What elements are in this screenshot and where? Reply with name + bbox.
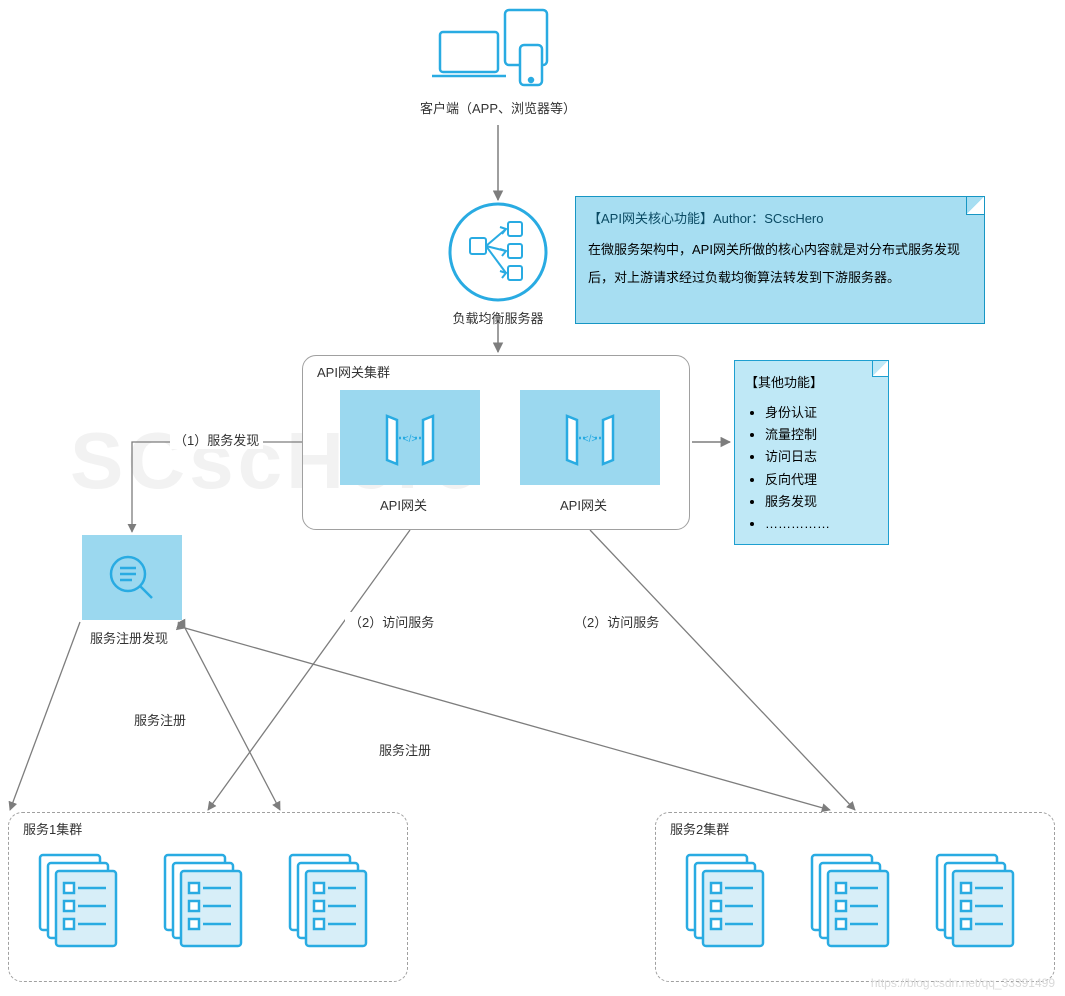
svc1-title: 服务1集群 [23, 819, 82, 838]
note2-list: 身份认证 流量控制 访问日志 反向代理 服务发现 …………… [765, 402, 878, 535]
svc2-title: 服务2集群 [670, 819, 729, 838]
list-item: 身份认证 [765, 402, 878, 424]
note-core-function: 【API网关核心功能】Author：SCscHero 在微服务架构中，API网关… [575, 196, 985, 324]
client-devices-icon [432, 10, 547, 85]
api-gateway-icon: </> [375, 408, 445, 468]
list-item: 流量控制 [765, 424, 878, 446]
load-balancer-icon [450, 204, 546, 300]
list-item: …………… [765, 513, 878, 535]
note-other-functions: 【其他功能】 身份认证 流量控制 访问日志 反向代理 服务发现 …………… [734, 360, 889, 545]
client-label: 客户端（APP、浏览器等） [408, 98, 588, 117]
note1-title: 【API网关核心功能】Author：SCscHero [588, 205, 972, 232]
gateway-cluster-title: API网关集群 [317, 362, 390, 381]
edge-label-access-1: （2）访问服务 [345, 612, 438, 631]
gateway-node-label: API网关 [560, 495, 607, 514]
gateway-node-label: API网关 [380, 495, 427, 514]
magnifier-doc-icon [102, 548, 162, 608]
note2-title: 【其他功能】 [745, 369, 878, 396]
edge-label-register-2: 服务注册 [375, 740, 435, 759]
edge-label-register-1: 服务注册 [130, 710, 190, 729]
service-discovery [82, 535, 182, 620]
edge-label-discover: （1）服务发现 [170, 430, 263, 449]
api-gateway-icon: </> [555, 408, 625, 468]
service-discovery-label: 服务注册发现 [90, 628, 168, 647]
note1-body: 在微服务架构中，API网关所做的核心内容就是对分布式服务发现后，对上游请求经过负… [588, 236, 972, 291]
gateway-node: </> [340, 390, 480, 485]
svg-text:</>: </> [403, 434, 418, 445]
list-item: 访问日志 [765, 446, 878, 468]
svg-text:</>: </> [583, 434, 598, 445]
edge-label-access-2: （2）访问服务 [570, 612, 663, 631]
list-item: 服务发现 [765, 491, 878, 513]
gateway-node: </> [520, 390, 660, 485]
service-cluster-1: 服务1集群 [8, 812, 408, 982]
service-cluster-2: 服务2集群 [655, 812, 1055, 982]
load-balancer-label: 负载均衡服务器 [438, 308, 558, 327]
credit-text: https://blog.csdn.net/qq_33391499 [871, 976, 1055, 990]
list-item: 反向代理 [765, 469, 878, 491]
